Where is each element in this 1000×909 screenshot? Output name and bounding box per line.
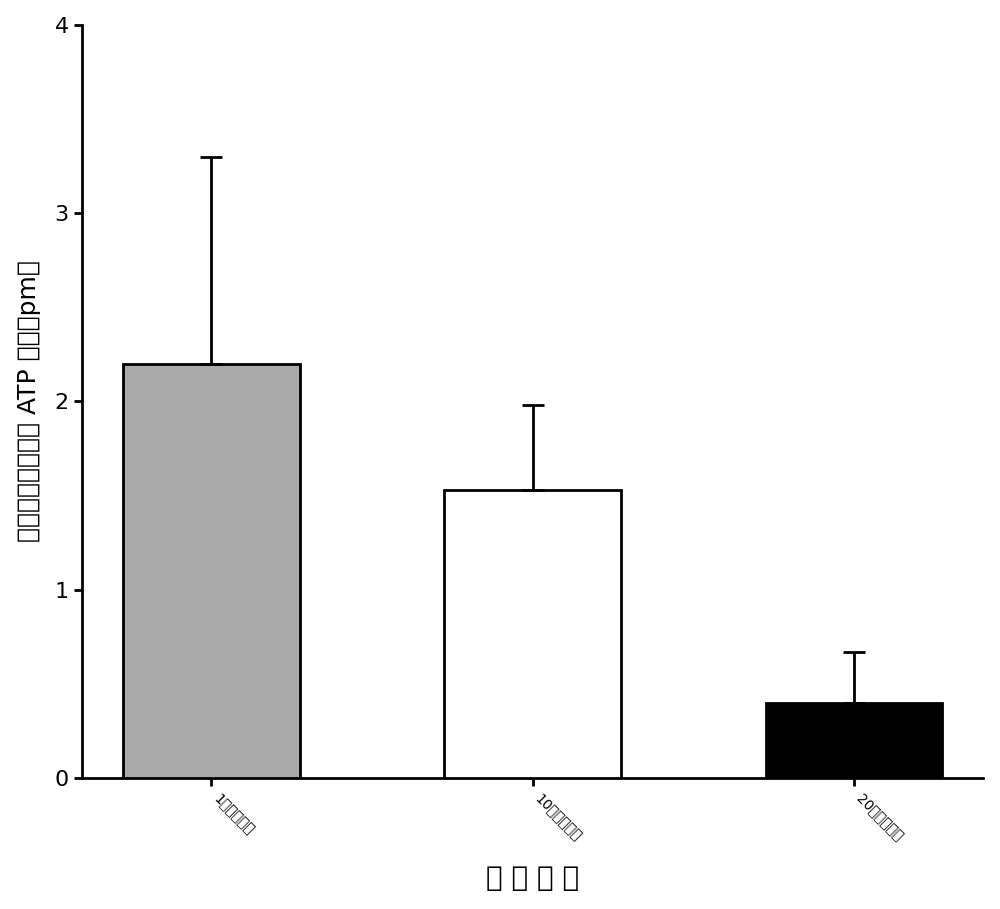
X-axis label: 样 品 数 量: 样 品 数 量 — [486, 864, 579, 893]
Bar — [766, 703, 942, 778]
Bar — [444, 490, 621, 778]
Y-axis label: 平均每个卵母细胞 ATP 含量（pm）: 平均每个卵母细胞 ATP 含量（pm） — [17, 261, 41, 543]
Bar — [123, 364, 300, 778]
